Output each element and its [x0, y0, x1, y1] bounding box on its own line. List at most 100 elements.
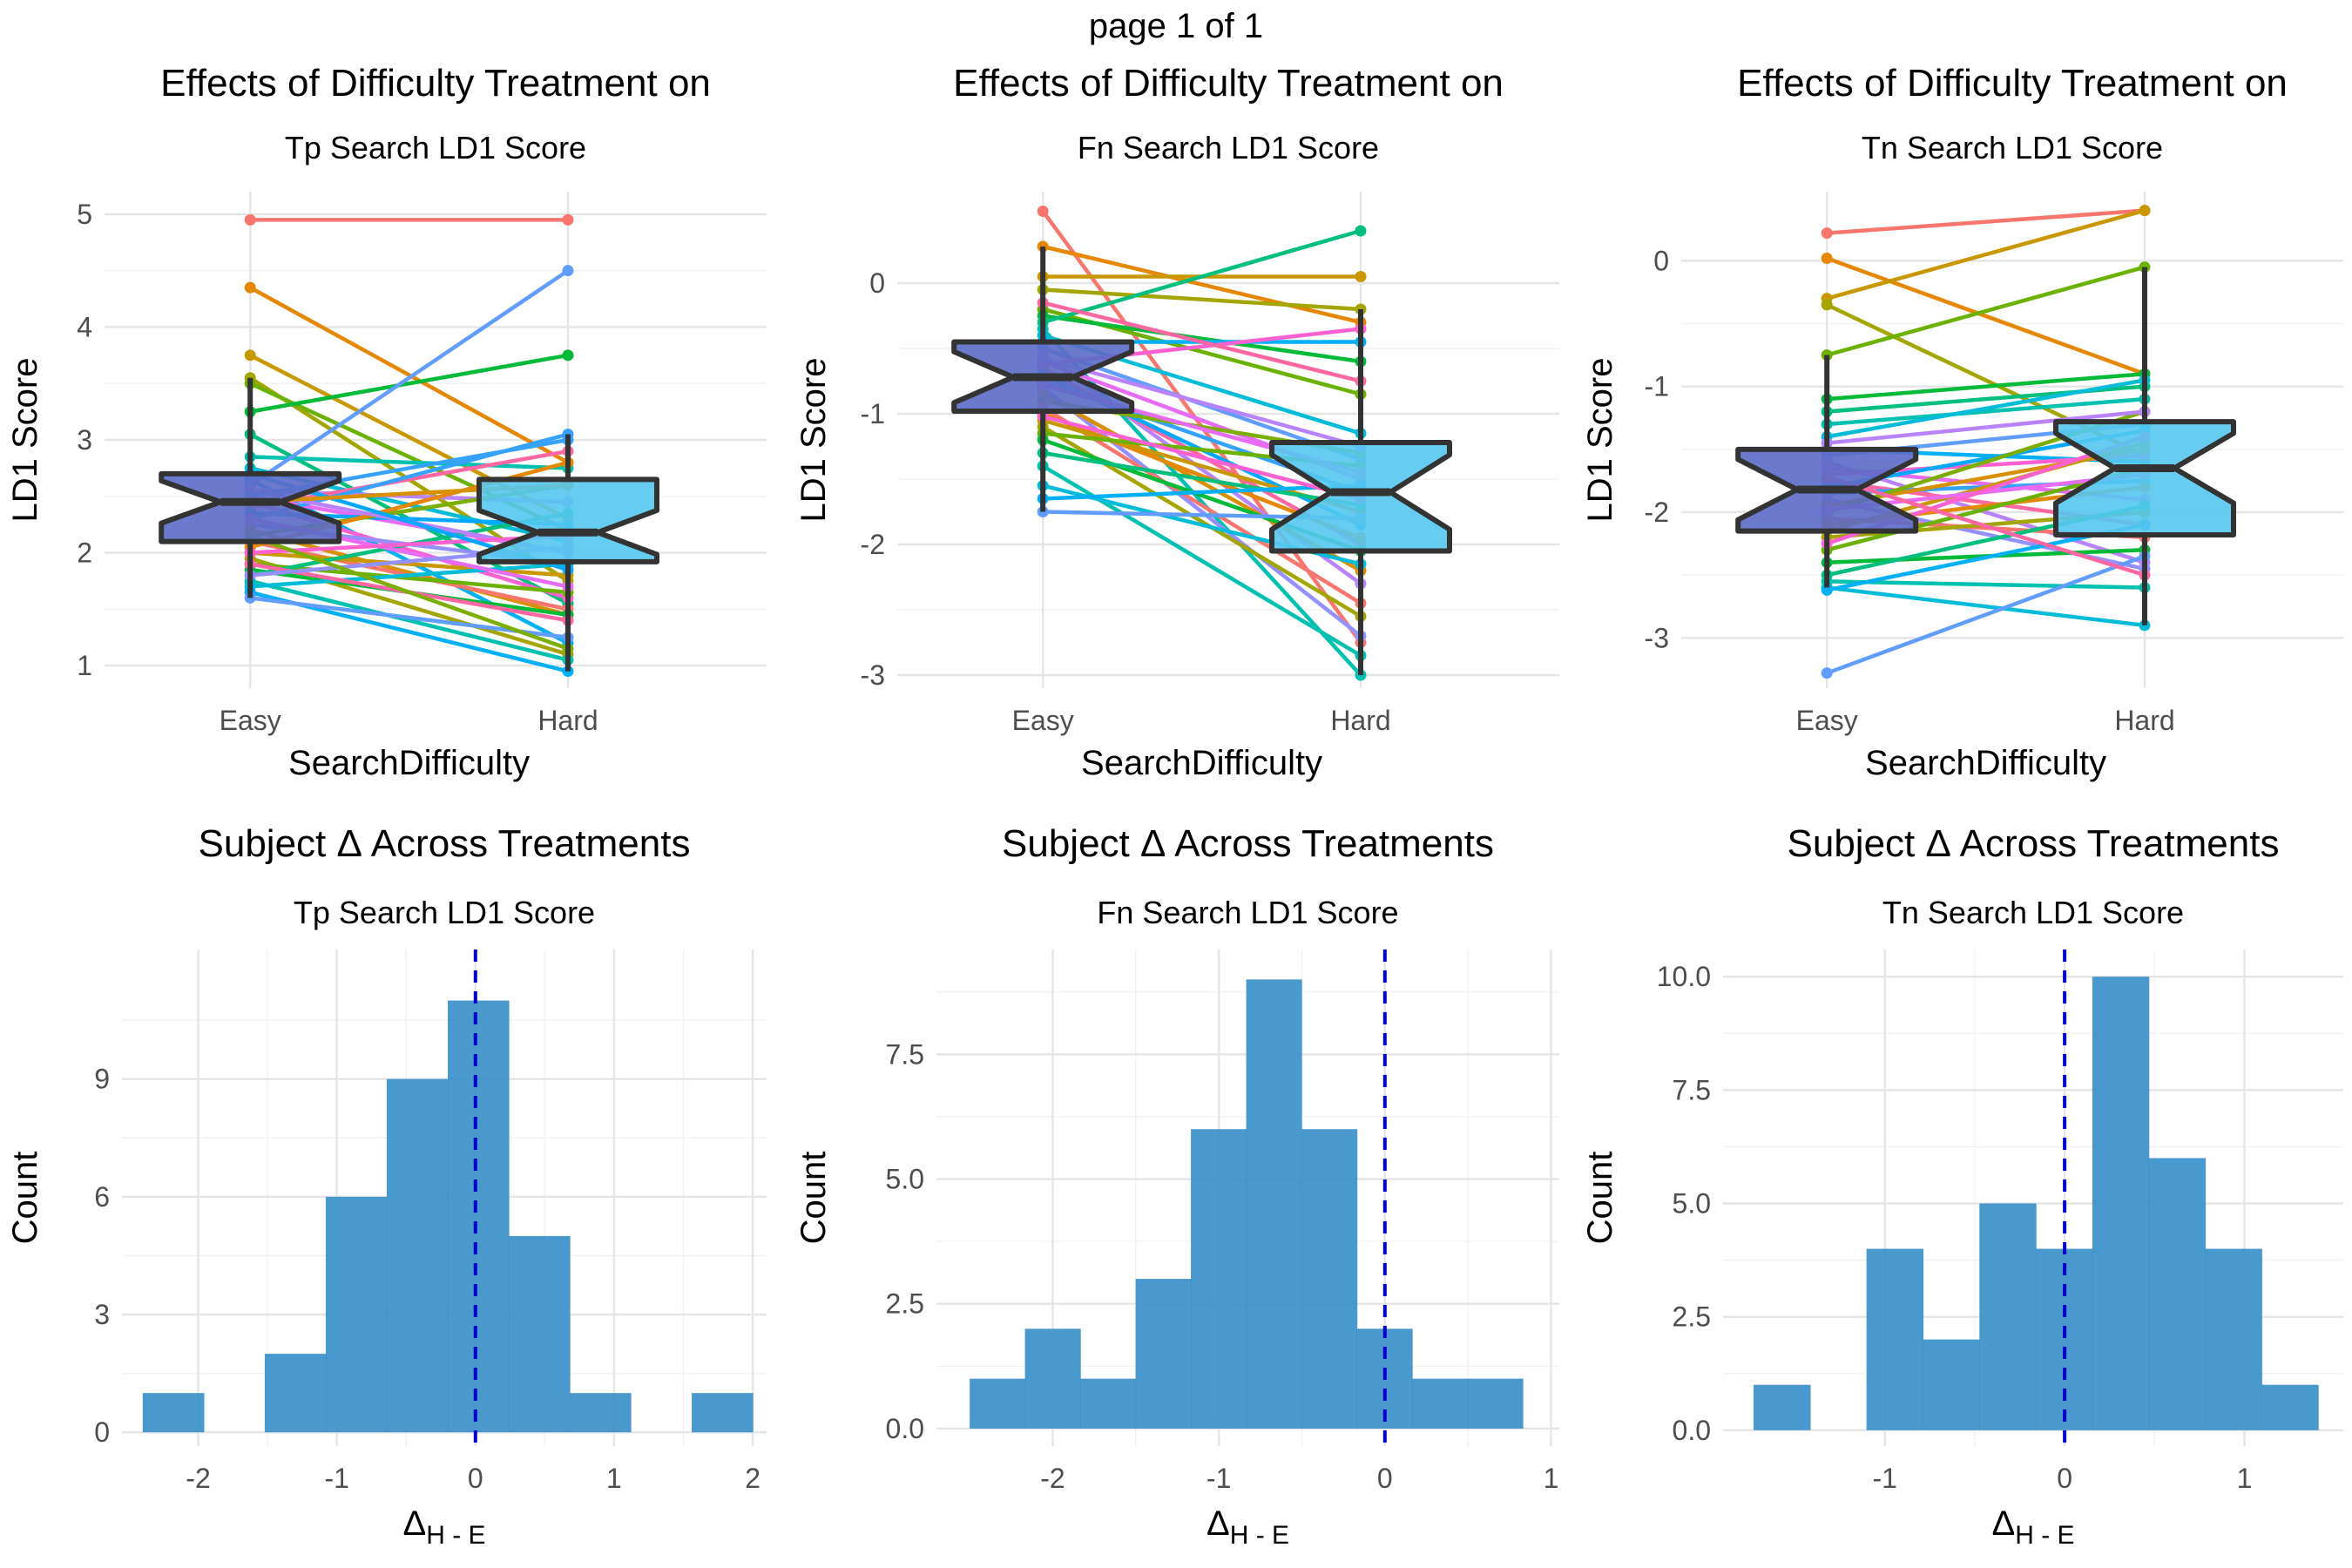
box-body: [1269, 440, 1452, 554]
subject-line: [1827, 579, 2146, 590]
y-tick-label: 9: [94, 1064, 110, 1095]
panel-subtitle: Tn Search LD1 Score: [1862, 130, 2163, 166]
panel-title: Effects of Difficulty Treatment on: [953, 62, 1504, 105]
panel-title: Subject Δ Across Treatments: [199, 822, 691, 865]
subject-point: [1355, 225, 1367, 237]
panel-1: Effects of Difficulty Treatment on Tp Sea…: [6, 62, 767, 782]
x-tick-label: Hard: [2114, 705, 2174, 736]
subject-line: [1827, 371, 2146, 402]
subject-line: [1043, 287, 1362, 312]
histogram-bar: [2261, 1384, 2319, 1430]
x-axis-label: ΔH - E: [1991, 1504, 2074, 1550]
y-tick-label: 7.5: [1673, 1074, 1711, 1105]
histogram-bar: [1246, 979, 1302, 1429]
subject-line: [1826, 208, 2146, 301]
subject-point: [562, 349, 574, 362]
subject-point: [244, 213, 256, 226]
histogram-bar: [1135, 1279, 1192, 1429]
x-axis-label: SearchDifficulty: [288, 744, 530, 782]
x-axis-label: SearchDifficulty: [1865, 744, 2106, 782]
x-axis-label-subscript: H - E: [426, 1521, 485, 1550]
histogram-bar: [1024, 1328, 1081, 1429]
y-tick-label: 5.0: [886, 1164, 924, 1195]
y-tick-label: 2.5: [1673, 1301, 1711, 1333]
x-tick-label: 0: [2057, 1463, 2072, 1494]
histogram-bar: [325, 1196, 388, 1433]
histogram-bar: [570, 1393, 632, 1433]
subject-line: [1042, 314, 1362, 364]
histogram-bar: [2205, 1248, 2262, 1430]
panel-title: Subject Δ Across Treatments: [1788, 822, 2280, 865]
histogram-bar: [1923, 1339, 1980, 1430]
subject-line: [1043, 483, 1362, 501]
subject-point: [1821, 667, 1833, 679]
subject-line: [1826, 378, 2146, 439]
x-tick-label: Easy: [1796, 705, 1858, 736]
y-axis-label: LD1 Score: [6, 358, 44, 523]
subject-line: [1826, 265, 2146, 357]
x-axis-label: SearchDifficulty: [1081, 744, 1322, 782]
x-tick-label: -1: [1873, 1463, 1897, 1494]
y-tick-label: 5: [77, 199, 92, 230]
y-axis-label: LD1 Score: [1581, 358, 1619, 523]
subject-point: [1355, 271, 1367, 282]
y-tick-label: 7.5: [886, 1038, 924, 1070]
histogram-bar: [1467, 1378, 1524, 1429]
y-tick-label: 0: [869, 267, 885, 299]
y-tick-label: 3: [77, 424, 92, 456]
x-axis-label-subscript: H - E: [2015, 1521, 2074, 1550]
panel-3: Effects of Difficulty Treatment on Tn Sea…: [1581, 62, 2343, 782]
panel-subtitle: Tp Search LD1 Score: [294, 895, 595, 930]
box-body: [476, 476, 659, 564]
subject-line: [1827, 396, 2146, 427]
subject-line: [249, 533, 569, 651]
panel-6: Subject Δ Across Treatments Tn Search LD1…: [1581, 822, 2343, 1550]
y-tick-label: 0: [94, 1416, 110, 1448]
histogram-bar: [1080, 1378, 1137, 1429]
x-tick-label: 1: [1544, 1463, 1559, 1494]
subject-point: [1821, 299, 1833, 311]
histogram-bar: [1979, 1203, 2037, 1430]
x-tick-label: 1: [606, 1463, 622, 1494]
y-tick-label: 2.5: [886, 1288, 924, 1320]
subject-line: [1827, 208, 2146, 235]
subject-line: [248, 268, 570, 487]
panel-2: Effects of Difficulty Treatment on Fn Sea…: [794, 62, 1559, 782]
subject-point: [1821, 227, 1833, 240]
panel-subtitle: Tn Search LD1 Score: [1882, 895, 2184, 930]
x-axis-label: ΔH - E: [402, 1504, 485, 1550]
panel-4: Subject Δ Across Treatments Tp Search LD1…: [6, 822, 767, 1550]
x-tick-label: -1: [1206, 1463, 1231, 1494]
histogram-bar: [142, 1393, 205, 1433]
subject-point: [562, 265, 574, 277]
panel-title: Effects of Difficulty Treatment on: [1737, 62, 2288, 105]
subject-line: [249, 353, 569, 414]
subject-line: [250, 562, 569, 589]
x-axis-label-main: Δ: [1991, 1504, 2015, 1543]
histogram-bar: [1301, 1129, 1358, 1429]
y-tick-label: 0.0: [1673, 1415, 1711, 1446]
histogram-bar: [1754, 1384, 1811, 1430]
y-axis-label: LD1 Score: [794, 358, 833, 523]
y-tick-label: 4: [77, 311, 92, 342]
panel-title: Subject Δ Across Treatments: [1002, 822, 1494, 865]
histogram-bar: [1191, 1129, 1247, 1429]
subject-line: [1826, 585, 2146, 628]
histogram-bar: [1412, 1378, 1469, 1429]
x-tick-label: Hard: [537, 705, 598, 736]
x-axis-label-main: Δ: [402, 1504, 426, 1543]
subject-line: [249, 286, 570, 464]
subject-line: [1826, 256, 2146, 376]
x-axis-label-subscript: H - E: [1230, 1521, 1289, 1550]
subject-line: [1042, 228, 1362, 325]
x-tick-label: Easy: [220, 705, 281, 736]
x-tick-label: -2: [186, 1463, 210, 1494]
box-body: [2053, 419, 2236, 537]
y-tick-label: -2: [861, 529, 885, 560]
histogram-bar: [2092, 977, 2150, 1430]
y-axis-label: Count: [794, 1152, 833, 1245]
y-axis-label: Count: [6, 1152, 44, 1245]
x-tick-label: -1: [324, 1463, 348, 1494]
panel-subtitle: Fn Search LD1 Score: [1097, 895, 1398, 930]
